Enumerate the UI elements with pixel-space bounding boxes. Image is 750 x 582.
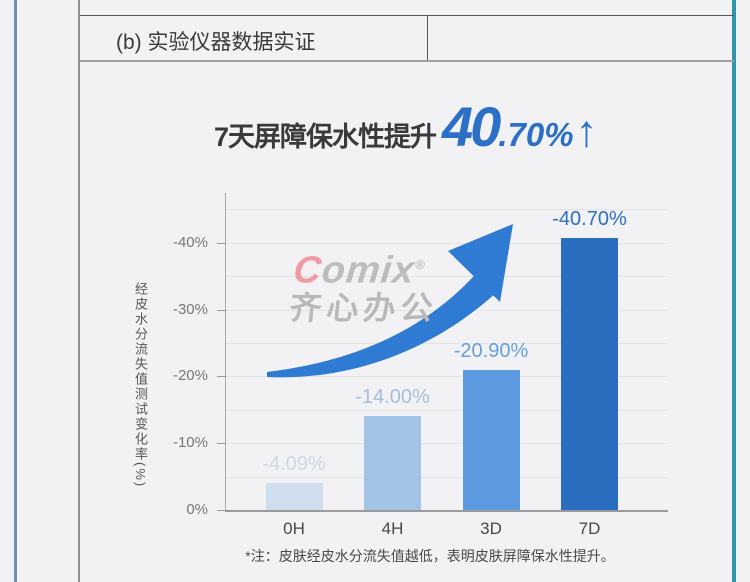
y-tick-label: -20% [172,367,208,385]
headline-decimal-percent: .70% [498,116,574,153]
bar-value-label: -14.00% [355,386,430,409]
bar-value-label: -40.70% [552,208,627,231]
bar [364,416,421,510]
y-tick-mark [217,376,226,378]
x-axis-line [225,510,668,512]
y-tick-mark [217,510,226,511]
x-category-label: 0H [283,519,305,538]
x-category-label: 7D [578,519,601,538]
watermark-logo: Comix® 齐心办公 [288,246,444,326]
watermark-brand-latin: Comix® [291,246,445,292]
gridline [226,443,668,445]
header-bottom-rule [80,60,734,62]
header-top-rule [80,15,734,16]
section-header: (b) 实验仪器数据实证 [116,31,316,54]
footnote: *注：皮肤经皮水分流失值越低，表明皮肤屏障保水性提升。 [245,548,615,564]
y-tick-mark [217,242,226,244]
y-tick-mark [217,309,226,311]
x-category-label: 3D [480,519,502,538]
gridline [226,242,668,244]
watermark-brand-cn: 齐心办公 [287,289,440,326]
y-tick-label: -30% [172,300,208,318]
y-tick-label: -10% [172,434,208,452]
chart-headline: 7天屏障保水性提升 40 .70% ↑ [214,94,598,159]
x-category-label: 4H [381,519,404,538]
right-teal-border [732,0,736,582]
left-blue-border [14,0,17,582]
y-tick-label: 0% [186,501,208,518]
bar-value-label: -4.09% [262,452,326,475]
bar-value-label: -20.90% [453,340,529,363]
y-axis-line [225,193,226,511]
gridline [226,409,668,411]
up-arrow-icon: ↑ [575,107,598,156]
headline-text: 7天屏障保水性提升 [214,122,437,152]
gridline [226,476,668,478]
bar [462,370,520,510]
bar [265,482,323,510]
gridline [226,209,668,211]
y-tick-label: -40% [172,233,208,251]
y-tick-mark [217,443,226,445]
left-gray-border [78,0,80,582]
bar [561,238,618,510]
header-cell-divider [427,15,428,60]
y-axis-title: 经皮水分流失值测试变化率(%) [133,282,148,489]
watermark-letters-omix: omix [319,249,417,292]
headline-big-number: 40 [442,95,501,158]
registered-mark-icon: ® [414,257,427,272]
